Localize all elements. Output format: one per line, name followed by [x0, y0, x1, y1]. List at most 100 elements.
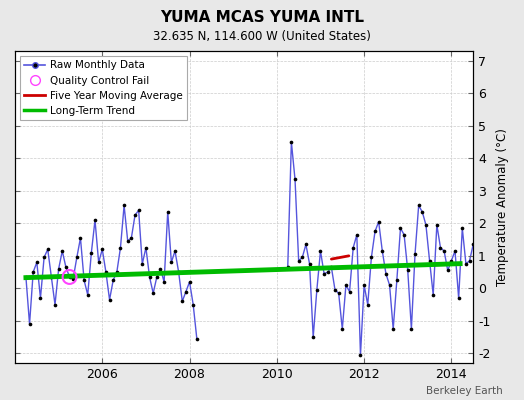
- Point: [62, 264, 70, 270]
- Point: [433, 222, 441, 228]
- Point: [469, 241, 477, 248]
- Point: [385, 282, 394, 288]
- Legend: Raw Monthly Data, Quality Control Fail, Five Year Moving Average, Long-Term Tren: Raw Monthly Data, Quality Control Fail, …: [20, 56, 188, 120]
- Point: [502, 235, 510, 241]
- Point: [152, 274, 161, 280]
- Point: [294, 258, 303, 264]
- Point: [389, 326, 397, 332]
- Point: [116, 244, 125, 251]
- Point: [338, 326, 346, 332]
- Point: [400, 232, 408, 238]
- Point: [334, 290, 343, 296]
- Point: [505, 232, 514, 238]
- Point: [40, 254, 48, 261]
- Point: [465, 258, 474, 264]
- Point: [182, 288, 190, 295]
- Point: [91, 217, 99, 223]
- Point: [378, 248, 387, 254]
- Point: [476, 261, 485, 267]
- Point: [66, 274, 74, 280]
- Point: [305, 261, 314, 267]
- Point: [440, 248, 449, 254]
- Point: [323, 269, 332, 275]
- Point: [327, 264, 335, 270]
- Text: YUMA MCAS YUMA INTL: YUMA MCAS YUMA INTL: [160, 10, 364, 25]
- Point: [407, 326, 416, 332]
- Point: [149, 290, 157, 296]
- Point: [425, 258, 434, 264]
- Point: [382, 270, 390, 277]
- Point: [349, 244, 357, 251]
- Point: [283, 264, 292, 270]
- Text: Berkeley Earth: Berkeley Earth: [427, 386, 503, 396]
- Point: [512, 261, 521, 267]
- Point: [360, 282, 368, 288]
- Point: [167, 259, 176, 266]
- Point: [392, 277, 401, 284]
- Point: [47, 274, 56, 280]
- Point: [113, 269, 121, 275]
- Point: [473, 251, 481, 258]
- Point: [443, 267, 452, 274]
- Point: [375, 218, 383, 225]
- Point: [36, 295, 45, 301]
- Point: [141, 244, 150, 251]
- Point: [302, 241, 310, 248]
- Point: [411, 251, 419, 258]
- Point: [316, 248, 325, 254]
- Point: [422, 222, 430, 228]
- Point: [69, 276, 78, 282]
- Point: [138, 261, 147, 267]
- Point: [462, 261, 470, 267]
- Point: [29, 269, 37, 275]
- Point: [21, 274, 30, 280]
- Point: [356, 352, 365, 358]
- Point: [51, 302, 59, 308]
- Point: [367, 254, 376, 261]
- Point: [83, 292, 92, 298]
- Point: [156, 266, 165, 272]
- Point: [484, 180, 492, 186]
- Point: [480, 251, 488, 258]
- Point: [145, 274, 154, 280]
- Point: [418, 209, 427, 215]
- Point: [98, 246, 106, 252]
- Point: [287, 139, 296, 145]
- Point: [396, 225, 405, 232]
- Point: [353, 232, 361, 238]
- Point: [520, 244, 524, 251]
- Point: [364, 302, 372, 308]
- Point: [43, 246, 52, 252]
- Point: [345, 288, 354, 295]
- Text: 32.635 N, 114.600 W (United States): 32.635 N, 114.600 W (United States): [153, 30, 371, 43]
- Point: [131, 212, 139, 218]
- Point: [371, 228, 379, 235]
- Point: [102, 269, 110, 275]
- Point: [109, 277, 117, 284]
- Point: [298, 254, 307, 261]
- Point: [331, 287, 339, 293]
- Point: [174, 269, 183, 275]
- Point: [80, 277, 88, 284]
- Point: [451, 248, 459, 254]
- Point: [414, 202, 423, 209]
- Point: [163, 209, 172, 215]
- Point: [77, 235, 85, 241]
- Point: [487, 232, 496, 238]
- Point: [491, 264, 499, 270]
- Point: [54, 266, 63, 272]
- Point: [160, 279, 168, 285]
- Point: [495, 292, 503, 298]
- Point: [66, 274, 74, 280]
- Point: [178, 298, 187, 304]
- Point: [58, 248, 67, 254]
- Point: [171, 248, 179, 254]
- Point: [185, 279, 194, 285]
- Point: [127, 235, 136, 241]
- Point: [105, 296, 114, 303]
- Point: [32, 259, 41, 266]
- Point: [516, 254, 524, 261]
- Point: [189, 302, 198, 308]
- Point: [436, 244, 445, 251]
- Point: [403, 267, 412, 274]
